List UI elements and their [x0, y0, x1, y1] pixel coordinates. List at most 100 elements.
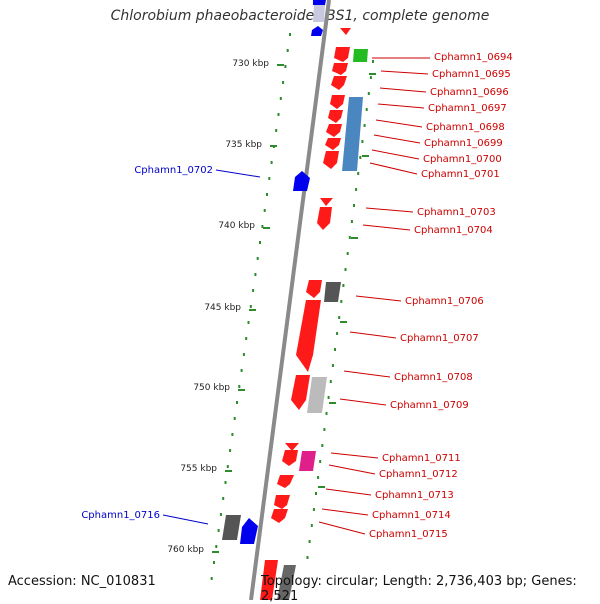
gene-cphamn1-0708[interactable] — [291, 375, 310, 410]
gene-label-cphamn1-0699[interactable]: Cphamn1_0699 — [424, 138, 503, 149]
scale-label-735: 735 kbp — [225, 140, 262, 150]
gene-cphamn1-0712[interactable] — [299, 451, 316, 471]
track-dot — [306, 556, 309, 559]
scale-tick — [263, 227, 270, 229]
track-dot — [268, 177, 271, 180]
tick-track — [210, 33, 374, 580]
gene-label-cphamn1-0698[interactable]: Cphamn1_0698 — [426, 122, 505, 133]
scale-tick — [318, 486, 325, 488]
gene-cphamn1-0713[interactable] — [277, 475, 294, 488]
track-dot — [372, 60, 374, 63]
track-dot — [279, 97, 282, 100]
scale-tick — [225, 470, 232, 472]
gene-cphamn1-0698[interactable] — [328, 110, 343, 123]
scale-tick — [329, 402, 336, 404]
track-dot — [247, 321, 250, 324]
gene-cphamn1-0711[interactable] — [282, 450, 298, 466]
gene-gray-0706 — [324, 282, 341, 302]
leader-line — [375, 119, 423, 128]
gene-lightgray-top — [313, 5, 325, 22]
leader-line — [365, 207, 414, 213]
track-dot — [323, 428, 326, 431]
gene-label-cphamn1-0712[interactable]: Cphamn1_0712 — [379, 469, 458, 480]
track-dot — [229, 449, 232, 452]
gene-cphamn1-0700[interactable] — [325, 138, 341, 150]
track-dot — [275, 129, 278, 132]
gene-label-cphamn1-0708[interactable]: Cphamn1_0708 — [394, 372, 473, 383]
leader-line — [380, 70, 429, 75]
gene-cphamn1-0697[interactable] — [330, 95, 345, 109]
gene-label-cphamn1-0703[interactable]: Cphamn1_0703 — [417, 207, 496, 218]
track-dot — [249, 305, 252, 308]
scale-label-740: 740 kbp — [218, 221, 255, 231]
genome-backbone — [249, 0, 331, 600]
gene-cphamn1-0699[interactable] — [326, 124, 342, 137]
gene-label-cphamn1-0702[interactable]: Cphamn1_0702 — [134, 165, 213, 176]
gene-label-cphamn1-0700[interactable]: Cphamn1_0700 — [423, 154, 502, 165]
track-dot — [261, 225, 264, 228]
track-dot — [365, 108, 368, 111]
gene-label-cphamn1-0697[interactable]: Cphamn1_0697 — [428, 103, 507, 114]
track-dot — [348, 236, 351, 239]
gene-cphamn1-0715[interactable] — [271, 509, 288, 523]
track-dot — [325, 412, 328, 415]
leader-line — [325, 488, 372, 496]
track-dot — [317, 476, 320, 479]
gene-cphamn1-0701[interactable] — [323, 151, 339, 169]
leader-line — [330, 452, 379, 459]
gene-cphamn1-0709[interactable] — [307, 377, 327, 413]
label-leader-lines — [162, 57, 430, 535]
gene-cphamn1-0706[interactable] — [306, 280, 322, 298]
scale-tick — [277, 64, 284, 66]
leader-line — [321, 508, 369, 516]
track-dot — [315, 492, 317, 495]
gene-label-cphamn1-0709[interactable]: Cphamn1_0709 — [390, 400, 469, 411]
track-dot — [219, 513, 222, 516]
track-dot — [277, 113, 280, 116]
gene-label-cphamn1-0715[interactable]: Cphamn1_0715 — [369, 529, 448, 540]
track-dot — [270, 161, 273, 164]
gene-cphamn1-0694[interactable] — [334, 47, 350, 62]
track-dot — [361, 140, 364, 143]
leader-line — [371, 149, 420, 160]
gene-label-cphamn1-0707[interactable]: Cphamn1_0707 — [400, 333, 479, 344]
gene-label-cphamn1-0714[interactable]: Cphamn1_0714 — [372, 510, 451, 521]
gene-cphamn1-0707[interactable] — [296, 300, 321, 372]
gene-cphamn1-0695[interactable] — [332, 63, 348, 75]
gene-cphamn1-0714[interactable] — [274, 495, 290, 509]
track-dot — [342, 284, 345, 287]
scale-tick — [249, 309, 256, 311]
gene-cphamn1-0716[interactable] — [240, 518, 258, 544]
track-dot — [350, 220, 353, 223]
track-dot — [259, 241, 261, 244]
leader-line — [377, 103, 425, 109]
track-dot — [331, 364, 334, 367]
gene-label-cphamn1-0713[interactable]: Cphamn1_0713 — [375, 490, 454, 501]
gene-cphamn1-0702[interactable] — [293, 171, 310, 191]
scale-label-745: 745 kbp — [204, 303, 241, 313]
track-dot — [355, 188, 358, 191]
gene-label-cphamn1-0694[interactable]: Cphamn1_0694 — [434, 52, 513, 63]
scale-label-730: 730 kbp — [232, 59, 269, 69]
accession-label: Accession: NC_010831 — [8, 574, 156, 589]
leader-line — [369, 162, 418, 175]
gene-cphamn1-0703[interactable] — [320, 198, 333, 206]
gene-label-cphamn1-0695[interactable]: Cphamn1_0695 — [432, 69, 511, 80]
track-dot — [231, 433, 234, 436]
gene-label-cphamn1-0696[interactable]: Cphamn1_0696 — [430, 87, 509, 98]
track-dot — [213, 561, 215, 564]
leader-line — [362, 224, 411, 231]
track-dot — [327, 396, 330, 399]
gene-label-cphamn1-0704[interactable]: Cphamn1_0704 — [414, 225, 493, 236]
leader-line — [355, 295, 402, 302]
track-dot — [224, 481, 227, 484]
gene-label-cphamn1-0701[interactable]: Cphamn1_0701 — [421, 169, 500, 180]
gene-label-cphamn1-0711[interactable]: Cphamn1_0711 — [382, 453, 461, 464]
track-dot — [344, 268, 347, 271]
leader-line — [339, 398, 387, 406]
gene-cphamn1-0696[interactable] — [331, 76, 347, 90]
gene-label-cphamn1-0706[interactable]: Cphamn1_0706 — [405, 296, 484, 307]
track-dot — [367, 92, 370, 95]
gene-label-cphamn1-0716[interactable]: Cphamn1_0716 — [81, 510, 160, 521]
gene-cphamn1-0704[interactable] — [317, 207, 332, 230]
